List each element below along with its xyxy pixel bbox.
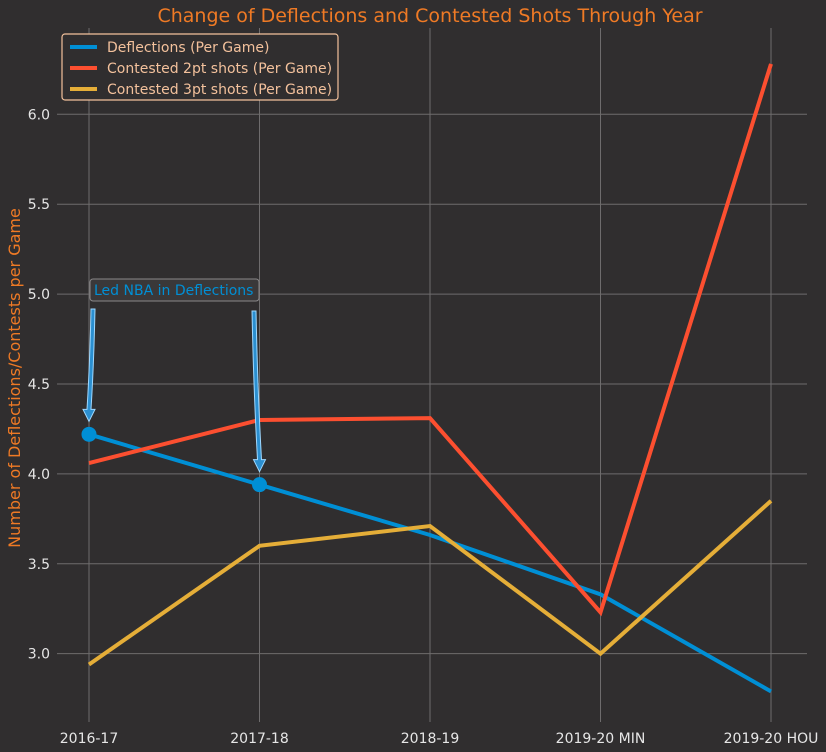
y-tick-label: 6.0 (28, 107, 50, 123)
x-tick-label: 2016-17 (60, 731, 119, 747)
annotation: Led NBA in Deflections (81, 278, 267, 493)
legend: Deflections (Per Game) Contested 2pt shot… (61, 33, 339, 101)
grid-lines (57, 28, 807, 722)
series-line-2 (88, 63, 773, 617)
y-tick-label: 4.0 (28, 467, 50, 483)
chart-title: Change of Deflections and Contested Shot… (157, 5, 702, 27)
y-tick-labels: 3.0 3.5 4.0 4.5 5.0 5.5 6.0 (28, 107, 50, 662)
highlight-point (252, 477, 267, 493)
series-lines (87, 63, 773, 694)
annotation-arrow (82, 308, 96, 423)
highlight-point (81, 426, 97, 442)
y-tick-label: 5.0 (28, 287, 50, 303)
x-tick-label: 2019-20 MIN (556, 731, 646, 747)
legend-label: Deflections (Per Game) (107, 40, 269, 56)
x-tick-label: 2019-20 HOU (724, 731, 819, 747)
y-tick-label: 5.5 (28, 197, 50, 213)
x-tick-labels: 2016-17 2017-18 2018-19 2019-20 MIN 2019-20 … (60, 731, 819, 747)
x-tick-label: 2017-18 (230, 731, 289, 747)
legend-label: Contested 3pt shots (Per Game) (107, 82, 332, 98)
annotation-box (89, 278, 260, 302)
annotation-text: Led NBA in Deflections (94, 283, 253, 299)
series-line-3 (87, 499, 773, 667)
annotation-arrow (251, 310, 267, 473)
y-axis-label: Number of Deflections/Contests per Game (5, 208, 24, 548)
y-tick-label: 3.5 (28, 557, 50, 573)
legend-box (61, 33, 339, 101)
y-tick-label: 3.0 (28, 647, 50, 663)
y-tick-label: 4.5 (28, 377, 50, 393)
series-line-1 (88, 432, 772, 694)
x-tick-label: 2018-19 (401, 731, 460, 747)
legend-label: Contested 2pt shots (Per Game) (107, 61, 332, 77)
